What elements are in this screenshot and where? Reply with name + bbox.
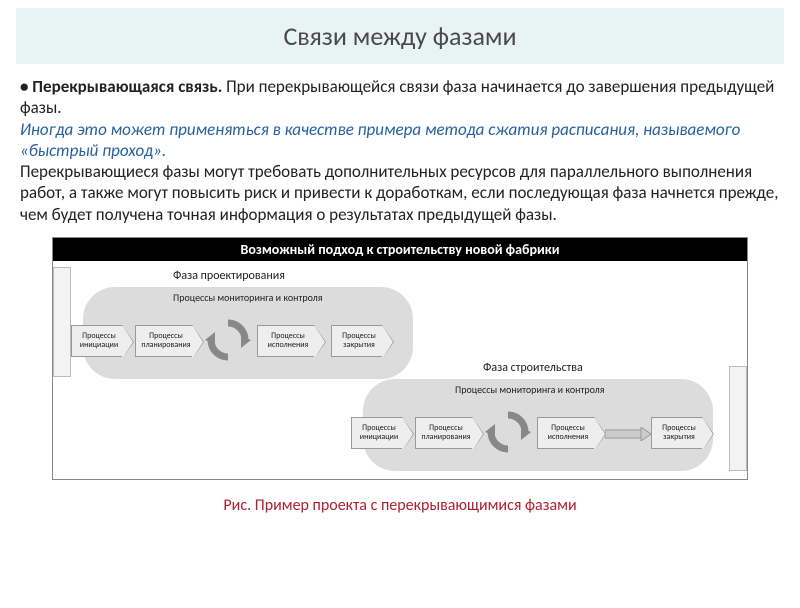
p2-initiation-label: Процессыинициации xyxy=(360,424,398,441)
p2-closing-label: Процессызакрытия xyxy=(662,424,696,441)
lead-text: • Перекрывающаяся связь. При перекрывающ… xyxy=(20,76,774,118)
diagram-body: Фаза проектирования Процессы мониторинга… xyxy=(53,261,747,479)
p2-initiation: Процессыинициации xyxy=(351,417,407,449)
p2-long-arrow xyxy=(605,427,651,441)
phase2-title: Фаза строительства xyxy=(483,361,583,375)
left-band xyxy=(53,267,71,377)
p1-cycle xyxy=(205,317,251,363)
p1-closing-label: Процессызакрытия xyxy=(342,332,376,349)
p1-closing: Процессызакрытия xyxy=(331,325,387,357)
diagram-header: Возможный подход к строительству новой ф… xyxy=(53,238,747,261)
p1-planning-label: Процессыпланирования xyxy=(141,332,190,349)
p1-execution-label: Процессыисполнения xyxy=(268,332,309,349)
phase2-monitoring: Процессы мониторинга и контроля xyxy=(455,383,605,396)
rest-text: Перекрывающиеся фазы могут требовать доп… xyxy=(20,161,778,225)
phase1-title: Фаза проектирования xyxy=(173,269,285,283)
phase1-monitoring: Процессы мониторинга и контроля xyxy=(173,291,323,304)
p2-planning: Процессыпланирования xyxy=(415,417,477,449)
p2-execution-label: Процессыисполнения xyxy=(548,424,589,441)
body-text: • Перекрывающаяся связь. При перекрывающ… xyxy=(0,76,800,233)
slide-title: Связи между фазами xyxy=(16,8,784,64)
p1-initiation-label: Процессыинициации xyxy=(80,332,118,349)
p1-planning: Процессыпланирования xyxy=(135,325,197,357)
italic-note: Иногда это может применяться в качестве … xyxy=(20,119,740,161)
p2-cycle xyxy=(485,409,531,455)
diagram-container: Возможный подход к строительству новой ф… xyxy=(52,237,748,480)
p1-execution: Процессыисполнения xyxy=(257,325,319,357)
p2-execution: Процессыисполнения xyxy=(537,417,599,449)
p1-initiation: Процессыинициации xyxy=(71,325,127,357)
p2-closing: Процессызакрытия xyxy=(651,417,707,449)
figure-caption: Рис. Пример проекта с перекрывающимися ф… xyxy=(0,496,800,515)
p2-planning-label: Процессыпланирования xyxy=(421,424,470,441)
lead-bold: • Перекрывающаяся связь. xyxy=(20,76,222,97)
right-band xyxy=(729,366,747,471)
